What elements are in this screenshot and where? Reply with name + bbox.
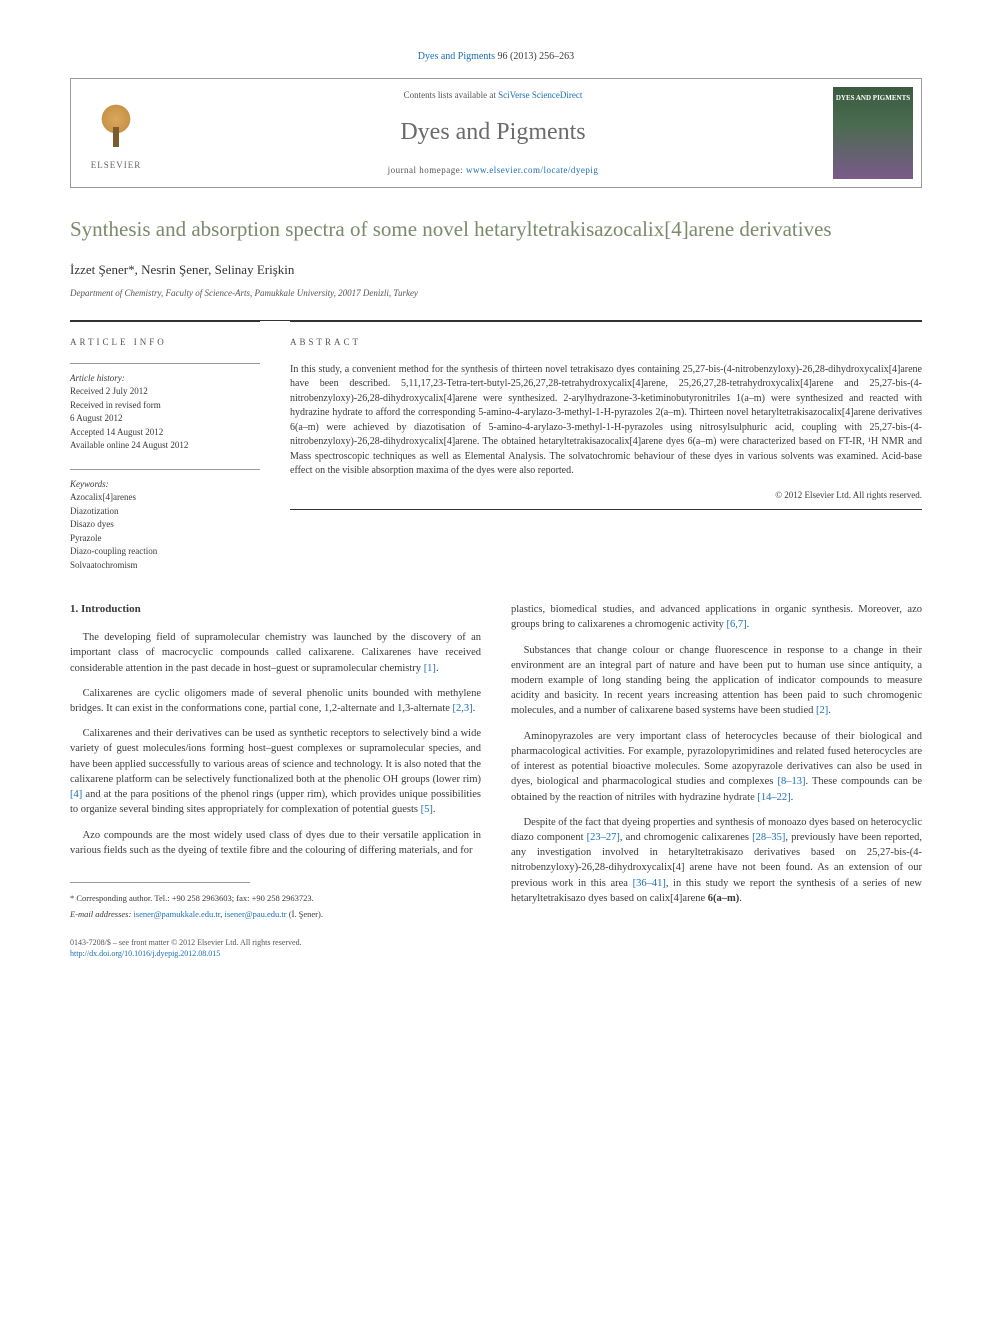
left-column: 1. Introduction The developing field of … [70, 602, 481, 959]
ref-link[interactable]: [14–22] [757, 792, 790, 803]
keywords-block: Keywords: Azocalix[4]arenes Diazotizatio… [70, 469, 260, 573]
ref-link[interactable]: [1] [424, 663, 436, 674]
footnote-separator [70, 882, 250, 889]
article-title: Synthesis and absorption spectra of some… [70, 216, 922, 243]
contents-line: Contents lists available at SciVerse Sci… [404, 89, 583, 102]
abstract-copyright: © 2012 Elsevier Ltd. All rights reserved… [290, 489, 922, 502]
email-footnote: E-mail addresses: isener@pamukkale.edu.t… [70, 909, 481, 921]
abstract-text: In this study, a convenient method for t… [290, 363, 922, 479]
email-link[interactable]: isener@pamukkale.edu.tr [133, 909, 220, 919]
intro-p6: Substances that change colour or change … [511, 643, 922, 719]
intro-p3: Calixarenes and their derivatives can be… [70, 726, 481, 817]
ref-link[interactable]: [28–35] [752, 832, 785, 843]
ref-link[interactable]: [4] [70, 789, 82, 800]
elsevier-tree-icon [86, 95, 146, 155]
history-title: Article history: [70, 372, 260, 386]
ref-link[interactable]: [8–13] [777, 776, 805, 787]
doi-link[interactable]: http://dx.doi.org/10.1016/j.dyepig.2012.… [70, 949, 220, 958]
article-history: Article history: Received 2 July 2012 Re… [70, 363, 260, 453]
corresponding-footnote: * Corresponding author. Tel.: +90 258 29… [70, 893, 481, 905]
front-matter-line: 0143-7208/$ – see front matter © 2012 El… [70, 937, 481, 948]
body-columns: 1. Introduction The developing field of … [70, 602, 922, 959]
elsevier-logo[interactable]: ELSEVIER [71, 79, 161, 187]
ref-link[interactable]: [6,7] [726, 619, 746, 630]
keyword-item: Diazo-coupling reaction [70, 545, 260, 559]
contents-prefix: Contents lists available at [404, 90, 498, 100]
keyword-item: Solvaatochromism [70, 559, 260, 573]
journal-ref-suffix: 96 (2013) 256–263 [495, 51, 574, 62]
intro-p2: Calixarenes are cyclic oligomers made of… [70, 686, 481, 716]
intro-p4: Azo compounds are the most widely used c… [70, 828, 481, 858]
keyword-item: Pyrazole [70, 532, 260, 546]
homepage-prefix: journal homepage: [388, 165, 466, 175]
intro-p7: Aminopyrazoles are very important class … [511, 729, 922, 805]
journal-header-box: ELSEVIER Contents lists available at Sci… [70, 78, 922, 188]
ref-link[interactable]: [5] [421, 804, 433, 815]
history-revised-label: Received in revised form [70, 399, 260, 413]
compound-label: 6(a–m) [708, 893, 740, 904]
article-info-column: ARTICLE INFO Article history: Received 2… [70, 321, 260, 572]
article-info-heading: ARTICLE INFO [70, 336, 260, 349]
email-label: E-mail addresses: [70, 909, 133, 919]
right-column: plastics, biomedical studies, and advanc… [511, 602, 922, 959]
cover-thumb-text: DYES AND PIGMENTS [836, 95, 910, 103]
keyword-item: Diazotization [70, 505, 260, 519]
ref-link[interactable]: [23–27] [587, 832, 620, 843]
homepage-line: journal homepage: www.elsevier.com/locat… [388, 164, 599, 177]
header-center: Contents lists available at SciVerse Sci… [161, 79, 825, 187]
journal-name: Dyes and Pigments [400, 116, 585, 150]
journal-cover-thumb[interactable]: DYES AND PIGMENTS [833, 87, 913, 179]
history-revised-date: 6 August 2012 [70, 412, 260, 426]
intro-p8: Despite of the fact that dyeing properti… [511, 815, 922, 906]
abstract-body: In this study, a convenient method for t… [290, 364, 922, 477]
email-link[interactable]: isener@pau.edu.tr [224, 909, 286, 919]
affiliation: Department of Chemistry, Faculty of Scie… [70, 287, 922, 300]
ref-link[interactable]: [2,3] [453, 703, 473, 714]
bottom-meta: 0143-7208/$ – see front matter © 2012 El… [70, 937, 481, 959]
keywords-title: Keywords: [70, 478, 260, 492]
intro-p1: The developing field of supramolecular c… [70, 630, 481, 676]
abstract-heading: ABSTRACT [290, 336, 922, 349]
history-received: Received 2 July 2012 [70, 385, 260, 399]
homepage-link[interactable]: www.elsevier.com/locate/dyepig [466, 165, 598, 175]
keyword-item: Azocalix[4]arenes [70, 491, 260, 505]
elsevier-label: ELSEVIER [91, 159, 142, 172]
journal-ref-link[interactable]: Dyes and Pigments [418, 51, 495, 62]
abstract-column: ABSTRACT In this study, a convenient met… [290, 321, 922, 572]
journal-reference: Dyes and Pigments 96 (2013) 256–263 [70, 50, 922, 64]
info-abstract-row: ARTICLE INFO Article history: Received 2… [70, 320, 922, 572]
sciencedirect-link[interactable]: SciVerse ScienceDirect [498, 90, 582, 100]
ref-link[interactable]: [36–41] [633, 878, 666, 889]
keyword-item: Disazo dyes [70, 518, 260, 532]
authors: İzzet Şener*, Nesrin Şener, Selinay Eriş… [70, 261, 922, 279]
history-accepted: Accepted 14 August 2012 [70, 426, 260, 440]
intro-heading: 1. Introduction [70, 602, 481, 618]
history-online: Available online 24 August 2012 [70, 439, 260, 453]
abstract-rule [290, 509, 922, 510]
intro-p5: plastics, biomedical studies, and advanc… [511, 602, 922, 632]
ref-link[interactable]: [2] [816, 705, 828, 716]
